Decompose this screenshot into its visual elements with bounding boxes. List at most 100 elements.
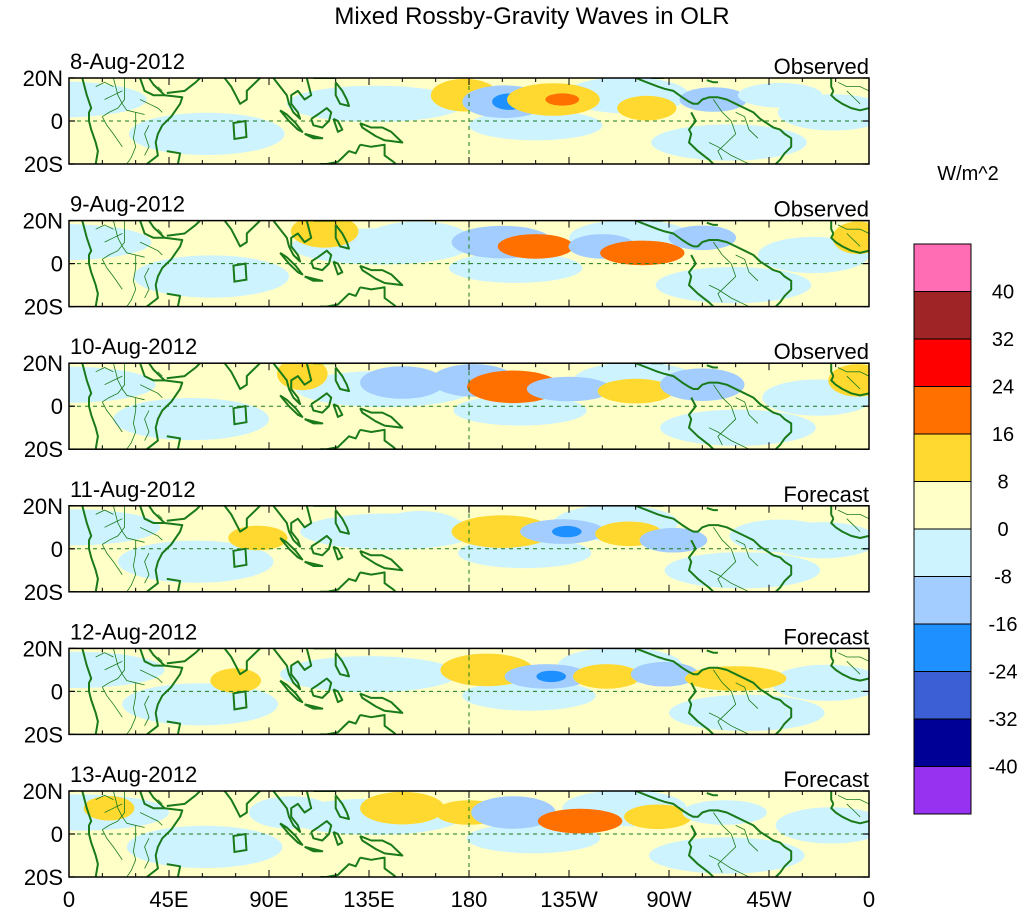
coastline — [166, 577, 182, 592]
field-band — [664, 552, 821, 589]
y-tick-label: 20N — [23, 209, 63, 234]
coastline — [148, 505, 166, 524]
y-tick-label: 0 — [51, 252, 63, 277]
coastline — [359, 143, 397, 164]
y-tick-label: 0 — [51, 109, 63, 134]
coastline — [332, 260, 344, 276]
y-tick-label: 20S — [24, 580, 63, 605]
coastline — [830, 660, 869, 682]
field-band — [669, 694, 825, 732]
region-box — [232, 405, 248, 426]
field-band — [655, 267, 812, 304]
field-band — [113, 398, 269, 441]
country-border — [144, 125, 150, 156]
country-border — [708, 712, 750, 735]
field-band — [69, 224, 152, 261]
coastline — [166, 435, 182, 450]
panel: 20N 0 20S 13-Aug-2012 Forecast — [23, 762, 870, 890]
coastline — [706, 506, 718, 512]
country-border — [113, 220, 145, 258]
coastline — [688, 539, 715, 592]
colorbar-bin — [913, 671, 972, 720]
coastline — [334, 81, 350, 107]
colorbar-tick-label: 8 — [997, 472, 1008, 494]
coastline — [334, 652, 350, 678]
coastline — [310, 107, 333, 129]
coastline — [310, 249, 333, 272]
country-border — [157, 228, 163, 234]
country-border — [708, 569, 750, 592]
country-border — [102, 78, 125, 118]
country-border — [113, 78, 145, 115]
anomaly-mark — [737, 82, 823, 108]
country-border — [139, 812, 163, 826]
country-border — [95, 81, 114, 87]
coastline — [359, 407, 404, 429]
country-border — [139, 99, 163, 113]
colorbar-tick-label: 40 — [992, 282, 1014, 304]
country-border — [837, 224, 869, 234]
country-border — [95, 367, 114, 373]
anomaly-mark — [729, 519, 831, 553]
anomaly-mark — [277, 363, 328, 391]
field-band — [771, 664, 869, 701]
y-tick-label: 0 — [51, 679, 63, 704]
coastline — [706, 221, 718, 226]
y-tick-label: 20S — [24, 865, 63, 890]
country-border — [846, 518, 861, 532]
colorbar-bin — [913, 718, 972, 767]
colorbar-bin — [913, 576, 972, 625]
colorbar-bin — [913, 338, 972, 387]
coastline — [830, 375, 869, 397]
country-border — [713, 812, 737, 873]
y-tick-label: 20N — [23, 66, 63, 91]
region-box — [232, 547, 248, 568]
coastline — [166, 505, 201, 522]
colorbar-bin — [913, 623, 972, 672]
colorbar-tick-label: -16 — [989, 614, 1018, 636]
country-border — [708, 855, 750, 877]
y-tick-label: 20N — [23, 779, 63, 804]
x-axis: 0 45E 90E 135E 180 135W 90W 45W 0 — [63, 887, 875, 912]
coastline — [635, 648, 793, 735]
country-border — [126, 540, 137, 592]
country-border — [846, 90, 861, 105]
country-border — [104, 90, 123, 100]
colorbar-bin — [913, 433, 972, 482]
country-border — [708, 142, 750, 164]
anomaly-mark — [668, 225, 737, 251]
country-border — [837, 509, 869, 520]
x-tick-label: 0 — [63, 887, 75, 912]
coastline — [166, 720, 182, 735]
coastline — [332, 830, 344, 846]
coastline — [310, 534, 333, 557]
panel: 20N 0 20S 8-Aug-2012 Observed — [23, 49, 870, 177]
coastline — [148, 791, 166, 809]
country-border — [95, 224, 114, 230]
coastline — [223, 648, 261, 676]
coastline — [635, 505, 793, 592]
y-tick-label: 20N — [23, 494, 63, 519]
anomaly-mark — [624, 804, 692, 830]
colorbar-tick-label: 24 — [992, 377, 1014, 399]
country-border — [104, 375, 123, 386]
coastline — [688, 824, 715, 877]
anomaly-mark — [597, 378, 674, 404]
panel-date: 9-Aug-2012 — [70, 192, 185, 217]
coastline — [304, 560, 324, 567]
coastline — [359, 428, 397, 450]
country-border — [846, 375, 861, 390]
y-tick-label: 20S — [24, 722, 63, 747]
country-border — [102, 648, 125, 688]
coastline — [334, 509, 350, 535]
coastline — [359, 692, 404, 714]
field-band — [122, 683, 278, 726]
colorbar-tick-label: 32 — [992, 329, 1014, 351]
colorbar-bin — [913, 243, 972, 292]
country-border — [846, 661, 861, 675]
panel: 20N 0 20S 12-Aug-2012 Forecast — [23, 619, 870, 747]
coastline — [830, 78, 835, 92]
colorbar-tick-label: -24 — [989, 662, 1018, 684]
coastline — [359, 571, 397, 592]
